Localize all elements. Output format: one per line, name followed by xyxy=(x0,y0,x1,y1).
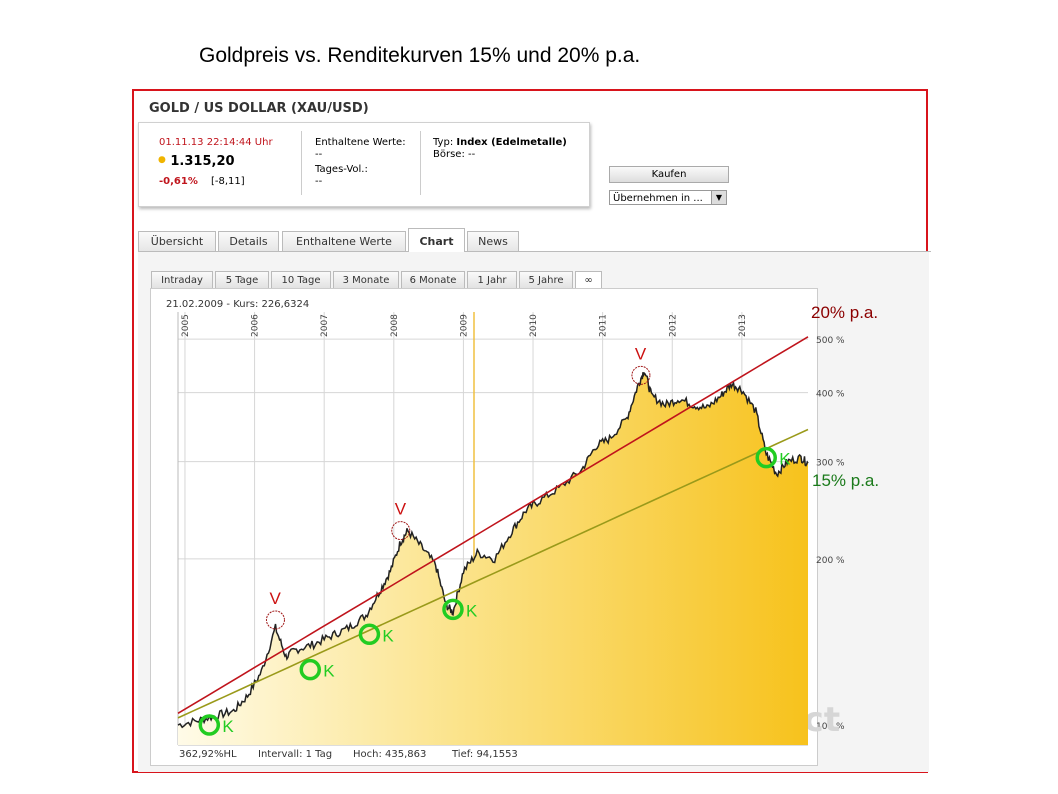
y-axis: 100 % 200 % 300 % 400 % 500 % xyxy=(816,336,845,732)
daily-volume-label: Tages-Vol.: xyxy=(315,164,368,175)
y-tick-label: 500 % xyxy=(816,336,845,346)
trade-annotations: V V V K K K K K xyxy=(198,344,791,736)
x-tick-label: 2006 xyxy=(251,314,261,337)
tab-details[interactable]: Details xyxy=(218,231,279,251)
tab-chart[interactable]: Chart xyxy=(408,228,465,252)
buy-marker-circle xyxy=(358,623,381,646)
range-tab-max[interactable]: ∞ xyxy=(575,271,602,288)
range-tab-10-days[interactable]: 10 Tage xyxy=(271,271,331,288)
buy-marker-circle xyxy=(299,658,322,681)
range-tab-intraday[interactable]: Intraday xyxy=(151,271,213,288)
footer-low: Tief: 94,1553 xyxy=(451,749,518,760)
sell-marker-label: V xyxy=(635,344,647,363)
slide-title: Goldpreis vs. Renditekurven 15% und 20% … xyxy=(199,44,641,67)
quote-datetime: 01.11.13 22:14:44 Uhr xyxy=(159,137,273,148)
x-tick-label: 2012 xyxy=(668,314,678,337)
quote-price-value: 1.315,20 xyxy=(170,154,235,169)
quote-change-abs: [-8,11] xyxy=(211,176,245,187)
quote-change-pct: -0,61% xyxy=(159,176,198,187)
buy-marker-label: K xyxy=(779,450,791,469)
y-tick-label: 400 % xyxy=(816,390,845,400)
instrument-title: GOLD / US DOLLAR (XAU/USD) xyxy=(149,101,369,116)
footer-high: Hoch: 435,863 xyxy=(353,749,426,760)
buy-marker-circle xyxy=(198,714,221,736)
sell-marker-label: V xyxy=(395,500,407,519)
y-tick-label: 300 % xyxy=(816,459,845,469)
range-tab-5-days[interactable]: 5 Tage xyxy=(215,271,269,288)
curve-label-20-percent: 20% p.a. xyxy=(811,303,878,322)
daily-volume-value: -- xyxy=(315,176,323,187)
curve-20-percent xyxy=(177,336,809,714)
range-tab-6-months[interactable]: 6 Monate xyxy=(401,271,465,288)
x-axis: 2005 2006 2007 2008 2009 2010 2011 2012 2013 xyxy=(181,314,748,337)
buy-marker-label: K xyxy=(466,601,478,620)
exchange-field: Börse: -- xyxy=(433,149,475,160)
x-tick-label: 2005 xyxy=(181,314,191,337)
gold-price-area xyxy=(178,372,808,745)
x-tick-label: 2009 xyxy=(459,314,469,337)
sell-marker-circle xyxy=(391,521,411,541)
cursor-readout: 21.02.2009 - Kurs: 226,6324 xyxy=(166,299,309,310)
range-tab-5-years[interactable]: 5 Jahre xyxy=(519,271,573,288)
curve-15-percent xyxy=(177,428,809,719)
contained-values-label: Enthaltene Werte: xyxy=(315,137,406,148)
exchange-label: Börse: xyxy=(433,149,465,160)
buy-marker-circle xyxy=(442,598,464,621)
adopt-into-select-label: Übernehmen in ... xyxy=(613,193,703,204)
type-field: Typ: Index (Edelmetalle) xyxy=(433,137,567,148)
gold-price-line xyxy=(177,371,809,729)
y-tick-label: 200 % xyxy=(816,556,845,566)
tab-bar-line xyxy=(138,251,931,252)
x-tick-label: 2011 xyxy=(599,314,609,337)
buy-marker-label: K xyxy=(323,662,335,681)
range-tab-3-months[interactable]: 3 Monate xyxy=(333,271,399,288)
sell-marker-circle xyxy=(631,365,651,385)
range-tab-1-year[interactable]: 1 Jahr xyxy=(467,271,517,288)
curve-label-15-percent: 15% p.a. xyxy=(812,471,879,490)
price-dot-icon: ● xyxy=(158,155,166,165)
quote-price: ● 1.315,20 xyxy=(158,154,235,169)
sell-marker-circle xyxy=(265,610,285,630)
exchange-value: -- xyxy=(468,149,476,160)
adopt-into-select[interactable]: Übernehmen in ... ▼ xyxy=(609,190,727,205)
buy-marker-label: K xyxy=(222,717,234,736)
tab-overview[interactable]: Übersicht xyxy=(138,231,216,251)
sell-marker-label: V xyxy=(269,589,281,608)
type-label: Typ: xyxy=(433,137,454,148)
type-value: Index (Edelmetalle) xyxy=(456,137,567,148)
footer-interval: Intervall: 1 Tag xyxy=(258,749,332,760)
x-tick-label: 2008 xyxy=(390,314,400,337)
contained-values-value: -- xyxy=(315,149,323,160)
buy-marker-label: K xyxy=(382,626,394,645)
y-tick-label: 100 % xyxy=(816,722,845,732)
tab-news[interactable]: News xyxy=(467,231,519,251)
x-tick-label: 2013 xyxy=(738,314,748,337)
divider xyxy=(301,131,302,195)
x-tick-label: 2007 xyxy=(320,314,330,337)
chevron-down-icon: ▼ xyxy=(711,191,726,204)
buy-button[interactable]: Kaufen xyxy=(609,166,729,183)
x-tick-label: 2010 xyxy=(529,314,539,337)
buy-marker-circle xyxy=(755,446,777,469)
quote-info-box: 01.11.13 22:14:44 Uhr ● 1.315,20 -0,61% … xyxy=(138,122,590,207)
footer-scale: 362,92%HL xyxy=(179,749,237,760)
divider xyxy=(420,131,421,195)
tab-contained-values[interactable]: Enthaltene Werte xyxy=(282,231,406,251)
